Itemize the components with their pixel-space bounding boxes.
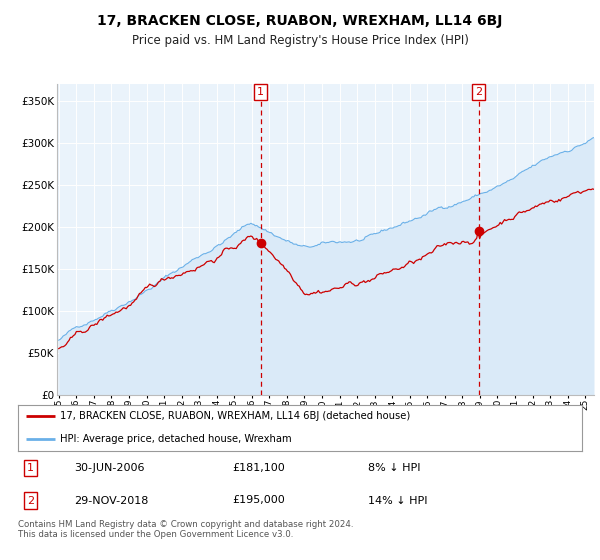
Text: 1: 1 — [27, 463, 34, 473]
Text: 1: 1 — [257, 87, 264, 97]
Text: Contains HM Land Registry data © Crown copyright and database right 2024.
This d: Contains HM Land Registry data © Crown c… — [18, 520, 353, 539]
Text: 17, BRACKEN CLOSE, RUABON, WREXHAM, LL14 6BJ: 17, BRACKEN CLOSE, RUABON, WREXHAM, LL14… — [97, 14, 503, 28]
Text: £181,100: £181,100 — [232, 463, 285, 473]
Text: Price paid vs. HM Land Registry's House Price Index (HPI): Price paid vs. HM Land Registry's House … — [131, 34, 469, 46]
Text: 30-JUN-2006: 30-JUN-2006 — [74, 463, 145, 473]
Text: 14% ↓ HPI: 14% ↓ HPI — [368, 496, 427, 506]
Text: 2: 2 — [27, 496, 34, 506]
Text: 2: 2 — [475, 87, 482, 97]
Text: 8% ↓ HPI: 8% ↓ HPI — [368, 463, 420, 473]
Text: 29-NOV-2018: 29-NOV-2018 — [74, 496, 149, 506]
Text: 17, BRACKEN CLOSE, RUABON, WREXHAM, LL14 6BJ (detached house): 17, BRACKEN CLOSE, RUABON, WREXHAM, LL14… — [60, 412, 410, 421]
Text: HPI: Average price, detached house, Wrexham: HPI: Average price, detached house, Wrex… — [60, 435, 292, 444]
Text: £195,000: £195,000 — [232, 496, 285, 506]
